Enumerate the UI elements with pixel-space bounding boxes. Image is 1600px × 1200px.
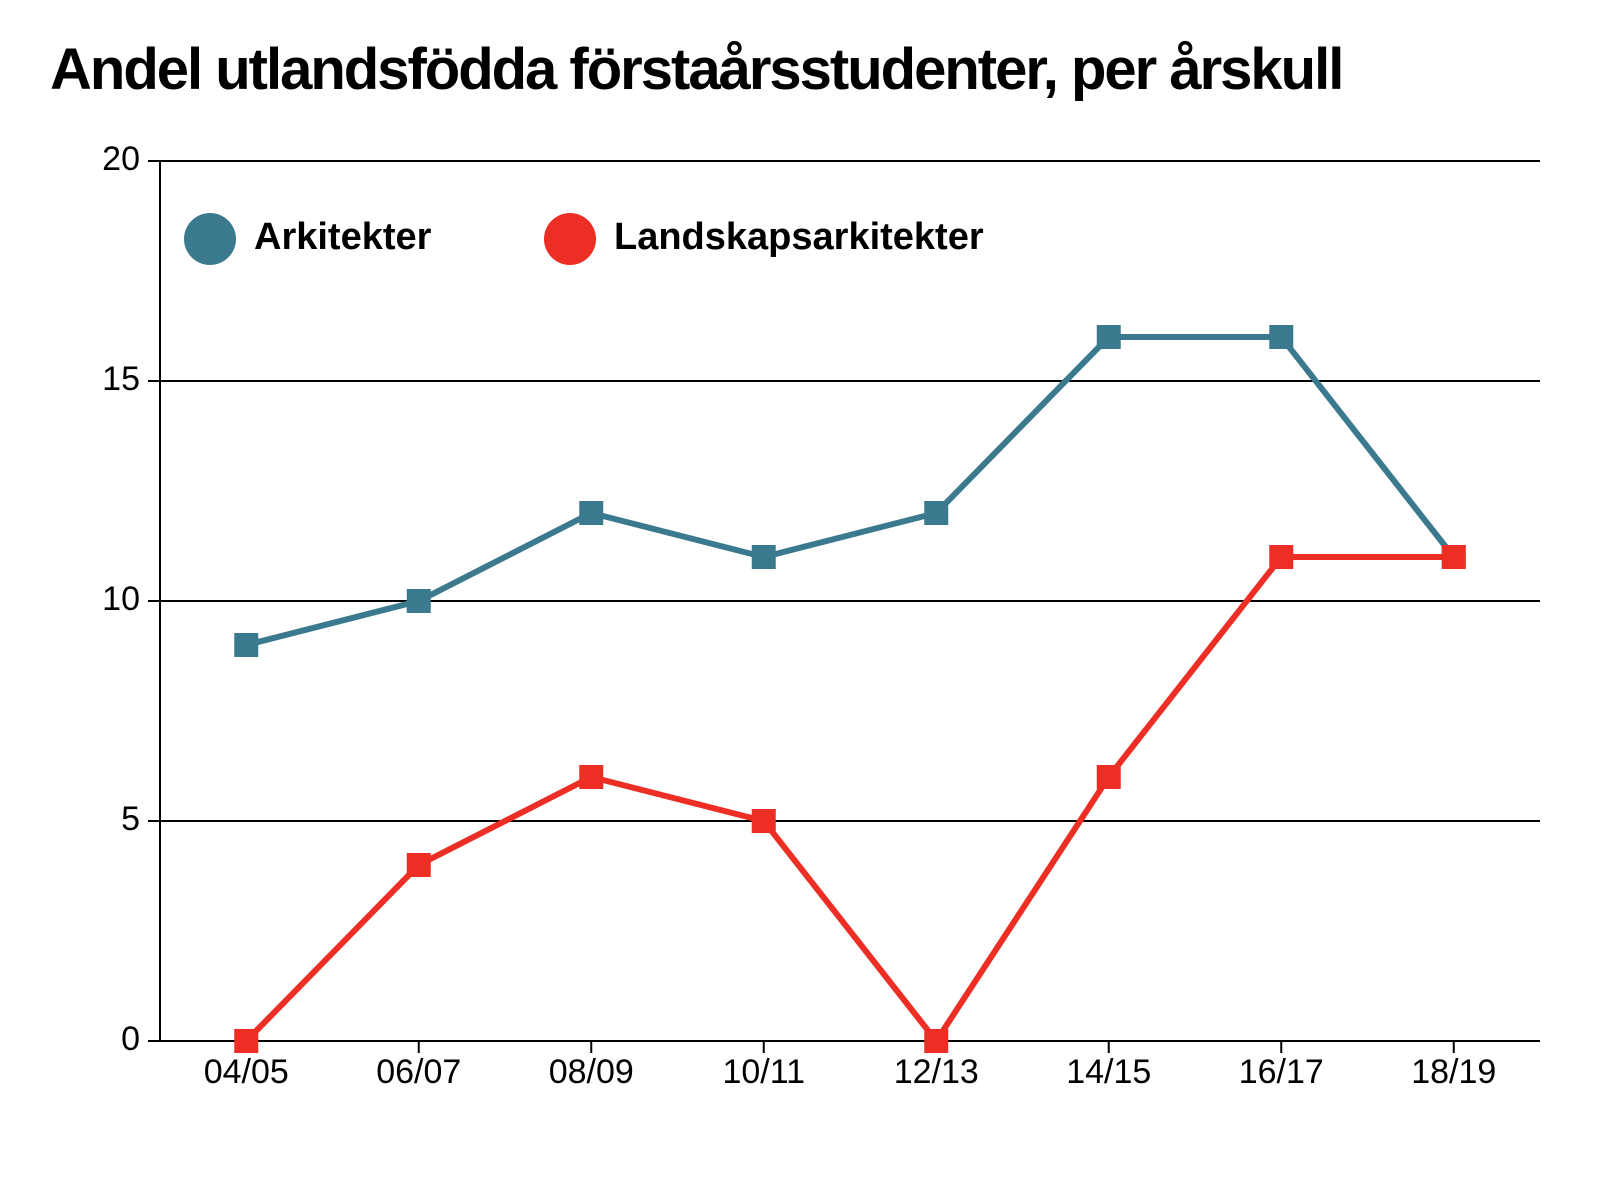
x-tick-label: 10/11 [722, 1053, 805, 1091]
y-tick-label: 10 [102, 580, 140, 618]
series-marker [407, 853, 431, 877]
series-marker [234, 1029, 258, 1053]
x-tick-label: 14/15 [1066, 1053, 1151, 1091]
legend-label: Arkitekter [254, 216, 432, 258]
x-tick-label: 18/19 [1411, 1053, 1496, 1091]
series-marker [1269, 325, 1293, 349]
chart-title: Andel utlandsfödda förstaårsstudenter, p… [50, 40, 1550, 101]
series-marker [1442, 545, 1466, 569]
series-marker [924, 1029, 948, 1053]
y-tick-label: 20 [102, 140, 140, 178]
legend-dot [184, 213, 236, 265]
series-marker [407, 589, 431, 613]
series-marker [579, 765, 603, 789]
chart-page: Andel utlandsfödda förstaårsstudenter, p… [0, 0, 1600, 1151]
x-tick-label: 06/07 [376, 1053, 461, 1091]
y-tick-label: 5 [121, 800, 140, 838]
y-tick-label: 0 [121, 1020, 140, 1058]
series-marker [579, 501, 603, 525]
series-marker [924, 501, 948, 525]
series-marker [1097, 765, 1121, 789]
series-line [246, 557, 1454, 1041]
series-marker [1269, 545, 1293, 569]
x-tick-label: 12/13 [894, 1053, 979, 1091]
line-chart: 0 5 10 15 20 04/05 06/07 08/09 10/11 12/13 14/15 16… [50, 131, 1550, 1111]
series-marker [1097, 325, 1121, 349]
x-tick-label: 08/09 [549, 1053, 634, 1091]
y-tick-label: 15 [102, 360, 140, 398]
series-marker [234, 633, 258, 657]
legend-dot [544, 213, 596, 265]
x-tick-label: 16/17 [1239, 1053, 1324, 1091]
chart-container: 0 5 10 15 20 04/05 06/07 08/09 10/11 12/13 14/15 16… [50, 131, 1550, 1111]
legend-label: Landskapsarkitekter [614, 216, 984, 258]
series-marker [752, 809, 776, 833]
series-marker [752, 545, 776, 569]
x-tick-label: 04/05 [204, 1053, 289, 1091]
